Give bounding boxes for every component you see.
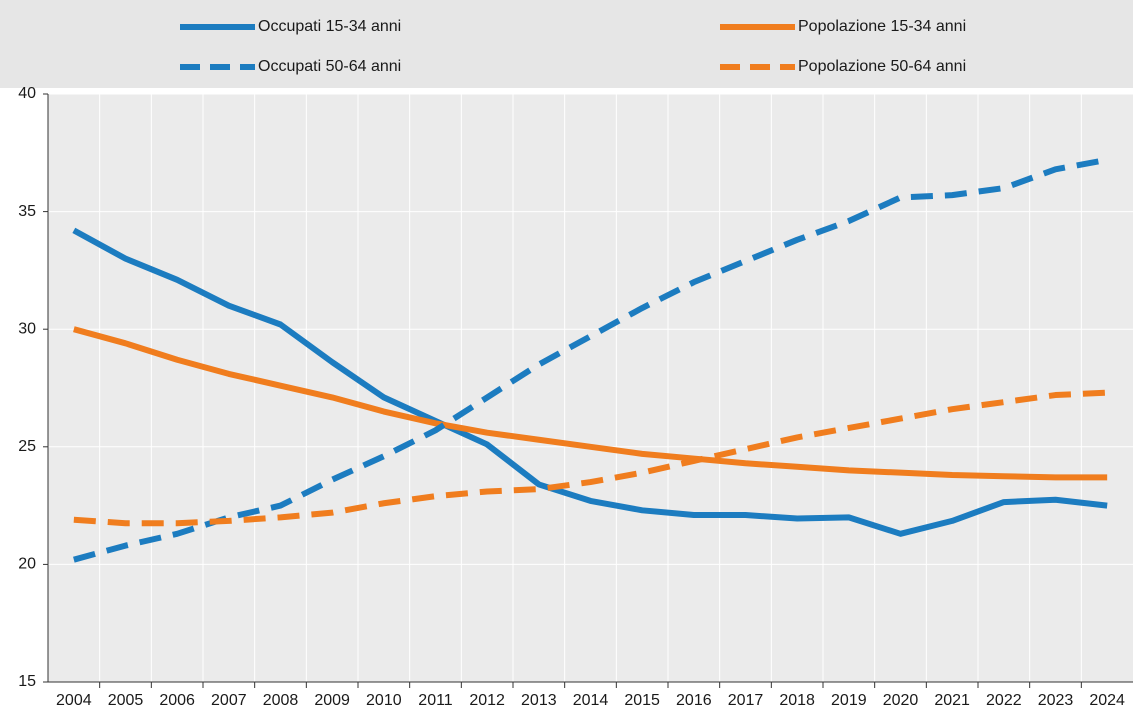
legend-label: Popolazione 15-34 anni — [798, 18, 966, 35]
y-tick-label: 30 — [18, 320, 36, 337]
y-tick-label: 25 — [18, 438, 36, 455]
x-tick-label: 2008 — [263, 692, 299, 709]
x-tick-label: 2024 — [1089, 692, 1125, 709]
line-series — [73, 156, 1108, 563]
x-tick-label: 2013 — [521, 692, 557, 709]
x-tick-label: 2020 — [883, 692, 919, 709]
y-tick-label: 40 — [18, 85, 36, 102]
x-tick-label: 2014 — [573, 692, 609, 709]
x-tick-label: 2009 — [314, 692, 350, 709]
x-tick-label: 2022 — [986, 692, 1022, 709]
x-tick-label: 2011 — [418, 692, 453, 709]
x-tick-label: 2016 — [676, 692, 712, 709]
legend-label: Occupati 15-34 anni — [258, 18, 401, 35]
y-tick-label: 15 — [18, 673, 36, 690]
line-series — [73, 389, 1108, 527]
x-tick-label: 2018 — [779, 692, 815, 709]
x-tick-label: 2007 — [211, 692, 247, 709]
y-tick-label: 35 — [18, 203, 36, 220]
x-tick-label: 2023 — [1038, 692, 1074, 709]
line-series — [72, 227, 1108, 537]
x-tick-label: 2012 — [469, 692, 505, 709]
x-tick-label: 2004 — [56, 692, 92, 709]
x-tick-label: 2006 — [159, 692, 195, 709]
line-series — [73, 326, 1108, 481]
legend-background — [0, 0, 1133, 88]
x-tick-label: 2017 — [728, 692, 764, 709]
plot-background — [48, 94, 1133, 682]
x-tick-label: 2015 — [624, 692, 660, 709]
legend-label: Occupati 50-64 anni — [258, 58, 401, 75]
x-tick-label: 2021 — [934, 692, 970, 709]
x-tick-label: 2019 — [831, 692, 867, 709]
legend-label: Popolazione 50-64 anni — [798, 58, 966, 75]
x-tick-label: 2005 — [108, 692, 144, 709]
x-tick-label: 2010 — [366, 692, 402, 709]
y-tick-label: 20 — [18, 556, 36, 573]
